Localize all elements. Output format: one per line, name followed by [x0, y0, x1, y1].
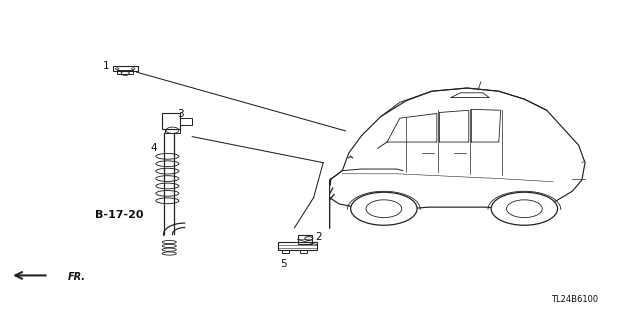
Bar	[278, 241, 317, 250]
Text: 1: 1	[102, 61, 109, 71]
Bar	[282, 250, 289, 253]
Circle shape	[506, 200, 542, 218]
Bar	[163, 114, 180, 129]
Bar	[165, 129, 180, 132]
Bar	[300, 250, 307, 253]
Text: 3: 3	[177, 109, 184, 119]
Circle shape	[366, 200, 402, 218]
Text: 5: 5	[280, 259, 287, 269]
Bar	[180, 118, 191, 125]
Text: 2: 2	[316, 232, 322, 242]
Bar	[117, 70, 133, 74]
Circle shape	[351, 192, 417, 225]
Text: B-17-20: B-17-20	[95, 210, 143, 220]
Bar	[298, 235, 312, 244]
Bar	[113, 66, 138, 71]
Circle shape	[491, 192, 557, 225]
Text: FR.: FR.	[68, 272, 86, 282]
Text: 4: 4	[150, 143, 157, 153]
Text: TL24B6100: TL24B6100	[550, 295, 598, 304]
